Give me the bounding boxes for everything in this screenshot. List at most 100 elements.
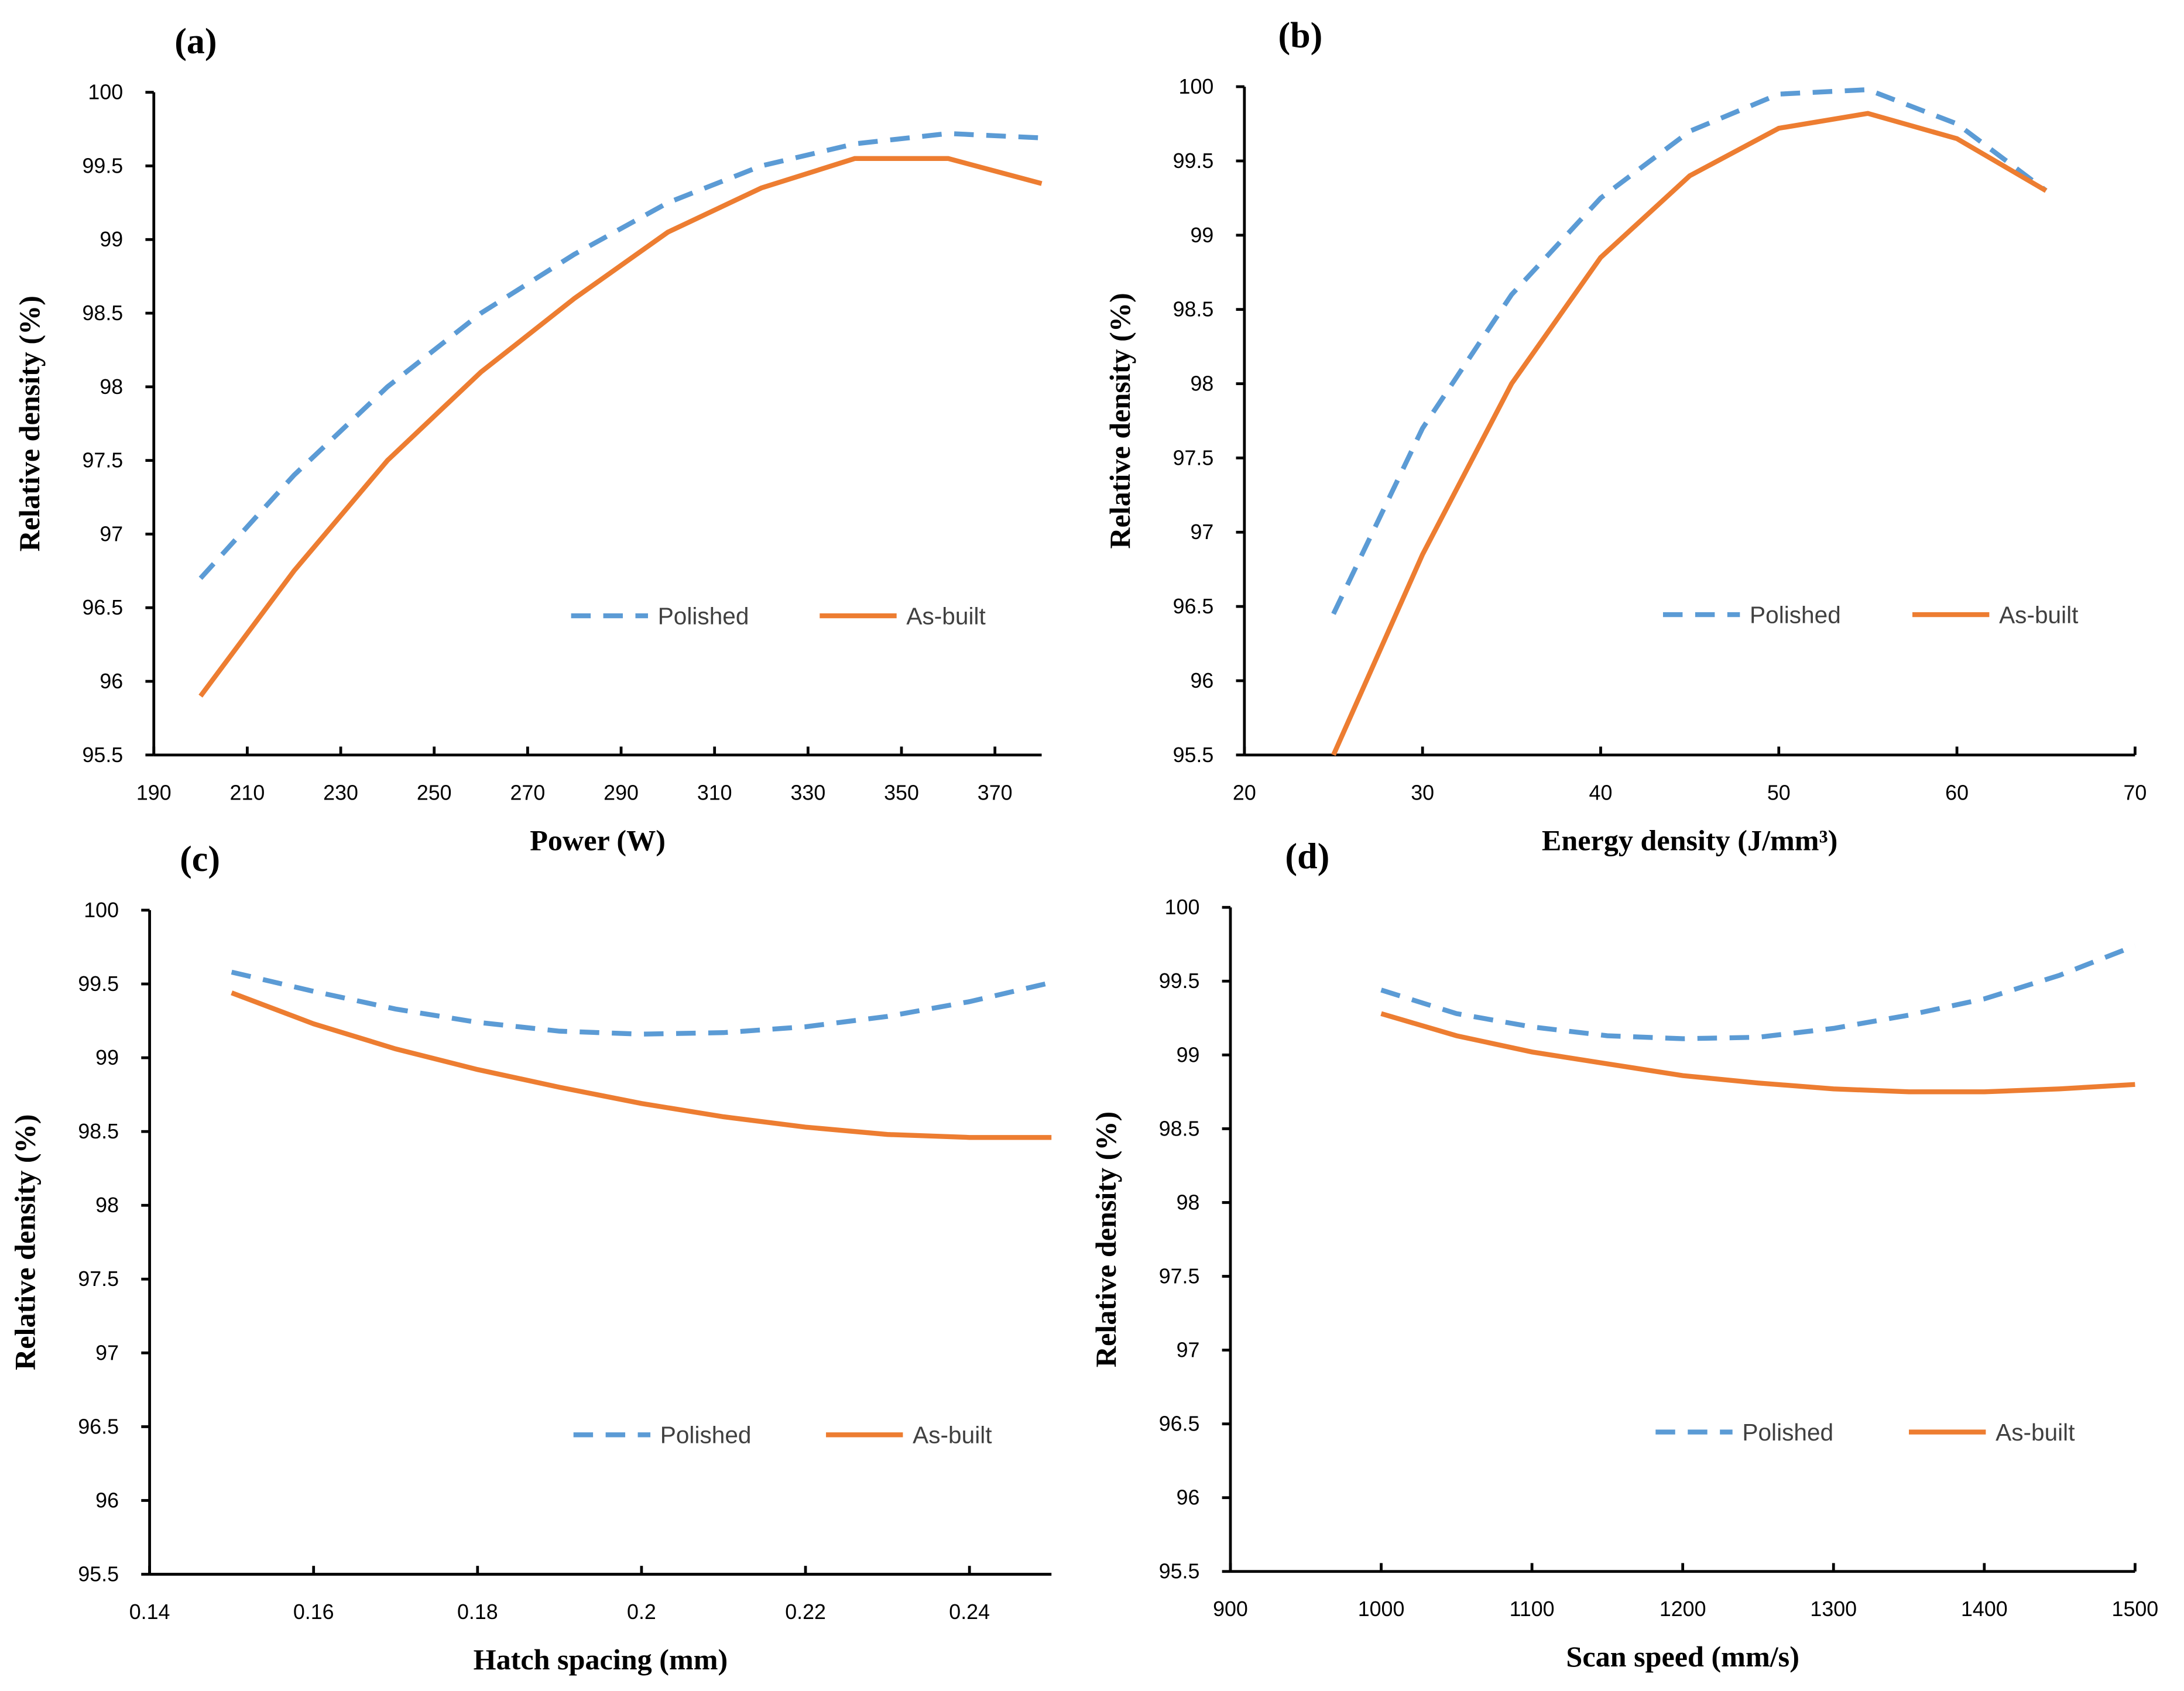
- series-line: [1380, 1011, 2135, 1095]
- y-tick-label: 99.5: [83, 154, 124, 177]
- series-line: [231, 990, 1052, 1140]
- series-line: [1331, 111, 2048, 756]
- y-tick-label: 97: [95, 1341, 119, 1364]
- x-tick-label: 350: [884, 781, 919, 804]
- y-tick-label: 96.5: [1173, 595, 1214, 618]
- series-line: [1380, 943, 2136, 1041]
- y-tick-label: 96: [1177, 1486, 1200, 1510]
- chart-panel: (b) 95.5 96 96.5 97 97.5 98 98.5 99 99.5 100 20 30 40…: [1103, 16, 2147, 856]
- x-tick-label: 30: [1411, 781, 1434, 804]
- legend-label: Polished: [1750, 601, 1841, 628]
- y-tick-label: 99: [1190, 224, 1213, 247]
- x-tick-label: 0.14: [129, 1600, 170, 1624]
- y-tick-label: 97: [100, 522, 123, 546]
- legend-label: As-built: [913, 1422, 992, 1449]
- x-axis-label: Energy density (J/mm³): [1542, 824, 1837, 856]
- x-tick-label: 1200: [1660, 1597, 1706, 1621]
- y-tick-label: 98: [100, 375, 123, 399]
- x-tick-label: 1000: [1358, 1597, 1405, 1621]
- y-axis-label: Relative density (%): [9, 1114, 42, 1370]
- x-tick-label: 250: [417, 781, 452, 804]
- x-axis-label: Hatch spacing (mm): [474, 1643, 728, 1676]
- y-tick-label: 96.5: [1159, 1412, 1200, 1436]
- y-tick-label: 100: [84, 898, 119, 922]
- x-tick-label: 210: [230, 781, 265, 804]
- legend-label: As-built: [906, 602, 985, 629]
- chart-panel: (d) 95.5 96 96.5 97 97.5 98 98.5 99 99.5 100 900 100…: [1089, 836, 2158, 1673]
- y-tick-label: 97.5: [1159, 1264, 1200, 1288]
- x-tick-label: 310: [697, 781, 732, 804]
- x-tick-label: 70: [2123, 781, 2147, 804]
- x-tick-label: 230: [323, 781, 358, 804]
- panel-label: (a): [174, 22, 217, 61]
- y-tick-label: 97.5: [83, 449, 124, 472]
- y-tick-label: 99.5: [1159, 969, 1200, 993]
- x-tick-label: 1400: [1961, 1597, 2008, 1621]
- y-tick-label: 98: [95, 1193, 119, 1217]
- x-tick-label: 0.24: [949, 1600, 990, 1624]
- series-line: [198, 131, 1042, 580]
- y-tick-label: 96: [100, 670, 123, 693]
- legend-label: Polished: [658, 602, 749, 629]
- x-tick-label: 1100: [1510, 1597, 1555, 1621]
- chart-panel: (a) 95.5 96 96.5 97 97.5 98 98.5 99 99.5 100 190 210…: [13, 22, 1043, 856]
- x-axis-label: Scan speed (mm/s): [1566, 1640, 1799, 1673]
- x-tick-label: 1300: [1810, 1597, 1857, 1621]
- y-axis-label: Relative density (%): [13, 296, 46, 551]
- legend-label: Polished: [660, 1422, 752, 1449]
- series-line: [231, 969, 1052, 1037]
- y-tick-label: 97.5: [1173, 446, 1214, 469]
- panel-label: (c): [180, 839, 220, 879]
- y-tick-label: 98.5: [1159, 1117, 1200, 1140]
- x-tick-label: 60: [1945, 781, 1969, 804]
- x-tick-label: 0.22: [785, 1600, 826, 1624]
- x-tick-label: 270: [510, 781, 546, 804]
- x-tick-label: 0.2: [627, 1600, 656, 1624]
- series-line: [1331, 87, 2048, 615]
- y-tick-label: 98.5: [83, 301, 124, 325]
- y-tick-label: 96: [1190, 669, 1213, 692]
- y-tick-label: 100: [1179, 75, 1214, 98]
- y-tick-label: 97: [1177, 1339, 1200, 1362]
- y-tick-label: 95.5: [1173, 743, 1214, 767]
- y-axis-label: Relative density (%): [1103, 293, 1136, 548]
- x-tick-label: 370: [978, 781, 1013, 804]
- x-tick-label: 1500: [2112, 1597, 2159, 1621]
- series-line: [198, 156, 1043, 698]
- legend-label: Polished: [1742, 1419, 1833, 1446]
- legend-label: As-built: [1999, 601, 2078, 628]
- y-tick-label: 100: [88, 81, 123, 104]
- y-tick-label: 97: [1190, 520, 1213, 544]
- x-tick-label: 20: [1233, 781, 1256, 804]
- y-tick-label: 95.5: [1159, 1560, 1200, 1583]
- y-tick-label: 96.5: [78, 1415, 119, 1438]
- y-tick-label: 100: [1165, 896, 1200, 919]
- y-tick-label: 99: [1177, 1043, 1200, 1066]
- x-tick-label: 290: [604, 781, 639, 804]
- legend-label: As-built: [1996, 1419, 2075, 1446]
- y-tick-label: 99.5: [1173, 149, 1214, 173]
- x-tick-label: 0.16: [293, 1600, 334, 1624]
- y-tick-label: 97.5: [78, 1267, 119, 1291]
- y-tick-label: 99: [100, 228, 123, 251]
- y-tick-label: 98.5: [1173, 298, 1214, 321]
- chart-panel: (c) 95.5 96 96.5 97 97.5 98 98.5 99 99.5 100 0.14 0.…: [9, 839, 1052, 1676]
- y-tick-label: 99: [95, 1046, 119, 1069]
- x-tick-label: 900: [1213, 1597, 1248, 1621]
- y-tick-label: 96.5: [83, 596, 124, 619]
- y-tick-label: 98: [1190, 372, 1213, 395]
- x-tick-label: 40: [1589, 781, 1613, 804]
- y-axis-label: Relative density (%): [1089, 1112, 1122, 1367]
- y-tick-label: 98: [1177, 1191, 1200, 1214]
- y-tick-label: 95.5: [78, 1562, 119, 1586]
- x-tick-label: 50: [1767, 781, 1791, 804]
- x-tick-label: 330: [790, 781, 825, 804]
- panel-label: (d): [1285, 836, 1329, 876]
- panel-label: (b): [1278, 16, 1322, 56]
- x-tick-label: 190: [136, 781, 172, 804]
- x-axis-label: Power (W): [530, 824, 666, 856]
- y-tick-label: 99.5: [78, 972, 119, 996]
- x-tick-label: 0.18: [457, 1600, 498, 1624]
- y-tick-label: 96: [95, 1488, 119, 1512]
